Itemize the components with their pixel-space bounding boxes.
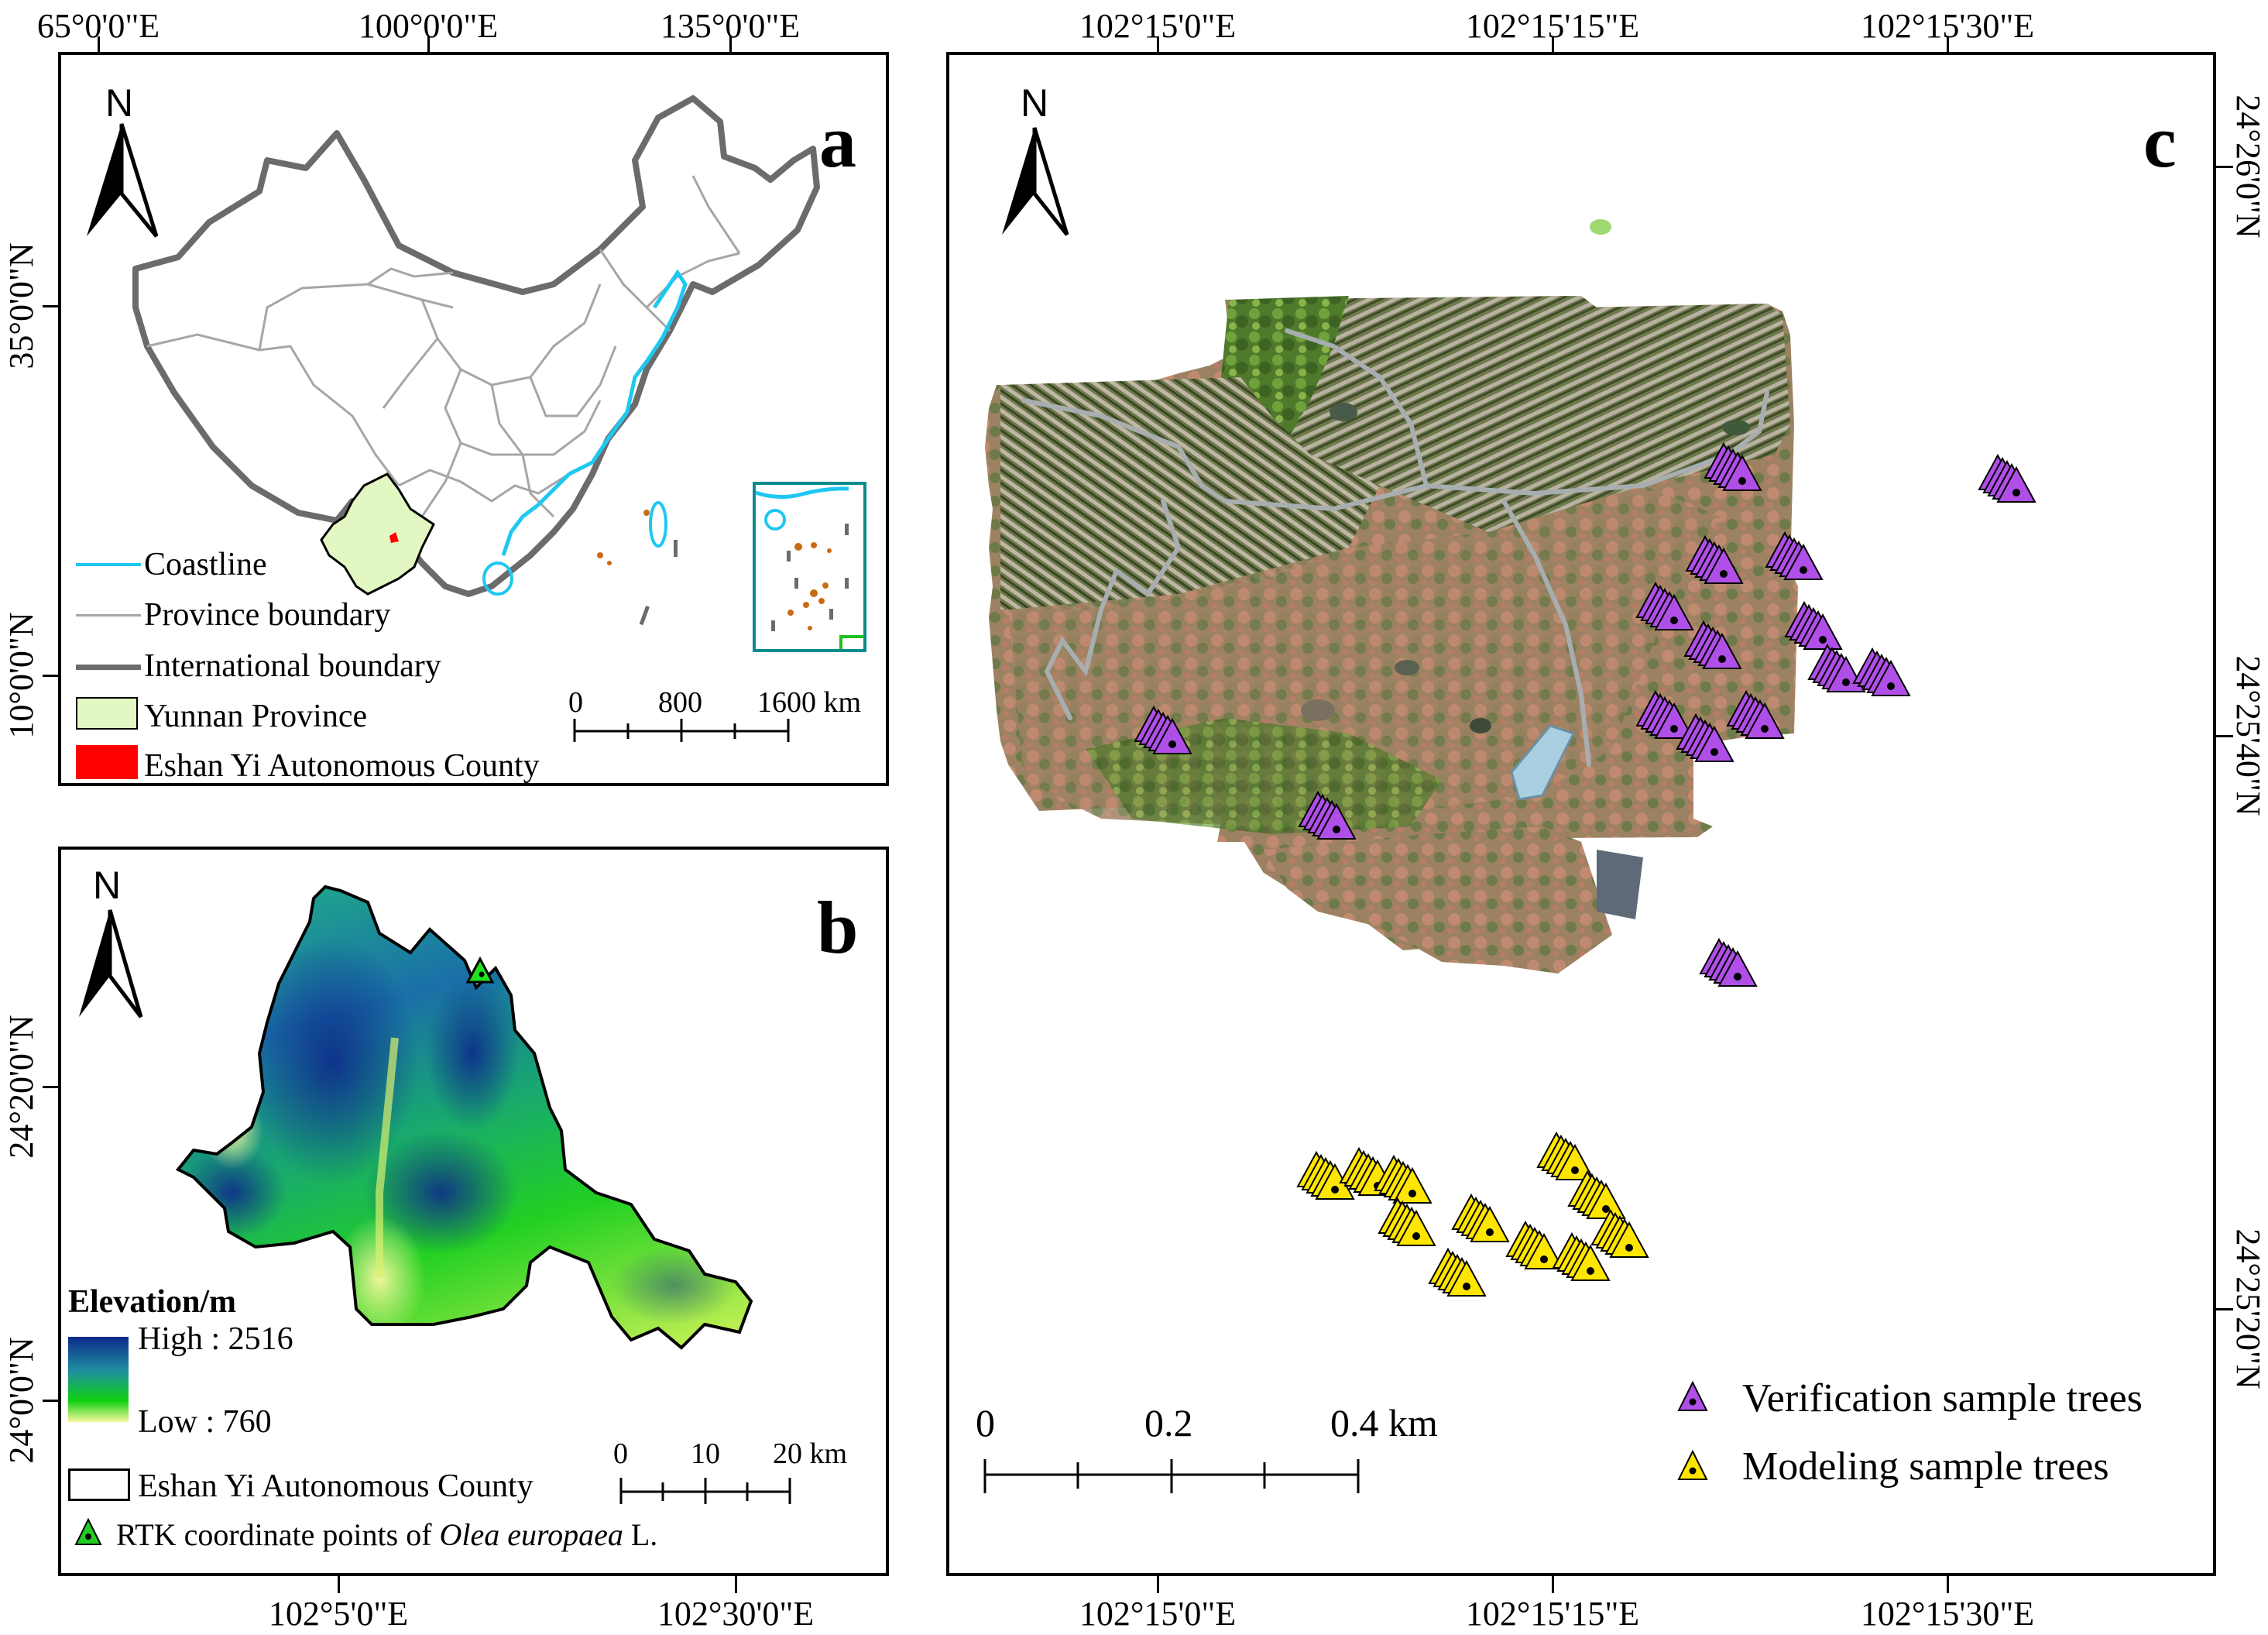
china-map — [132, 95, 820, 626]
legend-label: Coastline — [144, 547, 267, 582]
scale-label: 1600 km — [757, 686, 862, 719]
legend-label: Modeling sample trees — [1742, 1444, 2109, 1489]
axis-tick — [1157, 1576, 1159, 1593]
axis-label-lat: 10°0'0"N — [2, 612, 40, 739]
axis-label-lat: 35°0'0"N — [2, 242, 40, 369]
rtk-label-prefix: RTK coordinate points of — [116, 1517, 440, 1552]
legend-label-rtk: RTK coordinate points of Olea europaea L… — [116, 1520, 657, 1551]
legend-label: International boundary — [144, 648, 441, 684]
axis-tick — [735, 1576, 737, 1593]
legend-label: Verification sample trees — [1742, 1376, 2143, 1420]
north-label: N — [105, 81, 134, 125]
international-line-icon — [76, 665, 141, 670]
elevation-low-label: Low : 760 — [138, 1404, 272, 1440]
axis-tick — [729, 36, 732, 53]
panel-label-b: b — [817, 886, 859, 969]
north-label: N — [1021, 81, 1049, 125]
eshan-county-dem — [175, 884, 753, 1350]
scale-bar-b — [619, 1478, 791, 1504]
north-label: N — [93, 864, 122, 907]
legend-label: Eshan Yi Autonomous County — [144, 748, 540, 784]
scale-bar-a — [573, 719, 790, 742]
axis-tick — [43, 1086, 60, 1088]
axis-label-lon: 102°15'0"E — [1079, 1595, 1237, 1633]
legend-label: Eshan Yi Autonomous County — [138, 1468, 534, 1504]
axis-label-lon: 102°15'30"E — [1860, 1595, 2035, 1633]
south-china-sea-inset — [753, 482, 866, 652]
axis-label-lat: 24°20'0"N — [2, 1015, 40, 1159]
axis-tick — [2216, 166, 2233, 168]
modeling-triangle-icon — [1677, 1449, 1708, 1480]
rtk-label-species: Olea europaea — [439, 1517, 623, 1552]
axis-tick — [427, 36, 430, 53]
axis-label-lat: 24°25'40"N — [2229, 655, 2267, 816]
axis-tick — [1552, 1576, 1554, 1593]
axis-tick — [43, 305, 60, 307]
eshan-box-icon — [76, 745, 138, 779]
scale-label: 0 — [976, 1401, 995, 1444]
rtk-point-marker — [465, 956, 495, 984]
verification-sample-markers — [946, 52, 2216, 1576]
axis-tick — [2216, 735, 2233, 737]
legend-label: Province boundary — [144, 597, 391, 633]
elevation-high-label: High : 2516 — [138, 1321, 293, 1357]
north-arrow-icon — [87, 123, 159, 238]
verification-triangle-icon — [1677, 1380, 1708, 1411]
axis-tick — [338, 1576, 340, 1593]
axis-tick — [1947, 36, 1949, 53]
axis-tick — [98, 36, 100, 53]
axis-label-lat: 24°25'20"N — [2229, 1228, 2267, 1389]
axis-tick — [2216, 1308, 2233, 1310]
elevation-color-ramp — [68, 1337, 129, 1422]
panel-label-c: c — [2143, 100, 2177, 183]
elevation-legend-title: Elevation/m — [68, 1284, 236, 1320]
axis-label-lon: 102°15'15"E — [1465, 1595, 1640, 1633]
axis-label-lat: 24°0'0"N — [2, 1337, 40, 1464]
legend-label: Yunnan Province — [144, 699, 368, 734]
axis-tick — [1552, 36, 1554, 53]
axis-tick — [1157, 36, 1159, 53]
panel-label-a: a — [819, 100, 856, 183]
coastline-line-icon — [76, 563, 141, 566]
axis-label-lon: 102°30'0"E — [657, 1595, 815, 1633]
scale-label: 0 — [568, 686, 583, 719]
north-arrow-icon — [79, 909, 143, 1018]
scale-label: 0.2 — [1144, 1401, 1193, 1444]
axis-tick — [1947, 1576, 1949, 1593]
rtk-label-suffix: L. — [623, 1517, 658, 1552]
axis-tick — [43, 1400, 60, 1402]
rtk-triangle-icon — [74, 1517, 102, 1545]
scale-label: 800 — [658, 686, 702, 719]
yunnan-box-icon — [76, 697, 138, 730]
axis-label-lat: 24°26'0"N — [2229, 94, 2267, 239]
scale-label: 20 km — [773, 1437, 848, 1470]
axis-tick — [43, 675, 60, 677]
province-line-icon — [76, 614, 141, 617]
scale-label: 0 — [613, 1437, 628, 1470]
axis-label-lon: 102°5'0"E — [268, 1595, 409, 1633]
scale-label: 10 — [691, 1437, 720, 1470]
county-box-icon — [68, 1468, 130, 1501]
scale-bar-c — [983, 1459, 1360, 1493]
scale-label: 0.4 km — [1330, 1401, 1438, 1444]
north-arrow-icon — [1002, 127, 1069, 236]
